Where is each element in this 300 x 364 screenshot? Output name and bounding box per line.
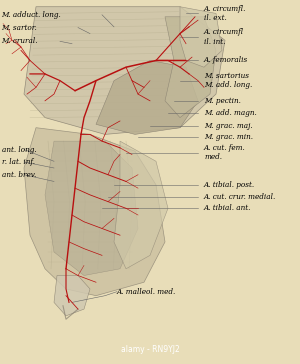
- Text: r. lat. inf.: r. lat. inf.: [2, 158, 34, 166]
- Polygon shape: [54, 276, 90, 316]
- Text: A. cut. crur. medial.: A. cut. crur. medial.: [204, 193, 276, 201]
- Text: A. malleol. med.: A. malleol. med.: [117, 288, 176, 296]
- Text: M. sartor.: M. sartor.: [2, 24, 37, 32]
- Polygon shape: [45, 141, 138, 276]
- Polygon shape: [96, 60, 198, 134]
- Text: A. circumfl.
il. ext.: A. circumfl. il. ext.: [204, 5, 246, 22]
- Text: M. pectin.: M. pectin.: [204, 97, 241, 105]
- Text: M. add. magn.: M. add. magn.: [204, 108, 257, 116]
- Text: A. cut. fem.
med.: A. cut. fem. med.: [204, 144, 246, 162]
- Polygon shape: [180, 7, 222, 67]
- Text: ant. long.: ant. long.: [2, 146, 36, 154]
- Text: A. femoralis: A. femoralis: [204, 56, 248, 64]
- Text: alamy - RN9YJ2: alamy - RN9YJ2: [121, 345, 179, 355]
- Polygon shape: [24, 7, 225, 134]
- Text: A. tibial. post.: A. tibial. post.: [204, 181, 255, 189]
- Polygon shape: [24, 128, 165, 296]
- Text: A. circumfl
il. int.: A. circumfl il. int.: [204, 28, 244, 46]
- Text: A. tibial. ant.: A. tibial. ant.: [204, 203, 251, 211]
- Text: ant. brev.: ant. brev.: [2, 171, 36, 179]
- Text: M. grac. min.: M. grac. min.: [204, 133, 253, 141]
- Polygon shape: [114, 141, 168, 269]
- Text: M. grac. maj.: M. grac. maj.: [204, 122, 253, 130]
- Polygon shape: [165, 17, 216, 118]
- Text: M. sartorius
M. add. long.: M. sartorius M. add. long.: [204, 72, 252, 89]
- Text: M. crural.: M. crural.: [2, 37, 38, 46]
- Text: M. adduct. long.: M. adduct. long.: [2, 11, 61, 19]
